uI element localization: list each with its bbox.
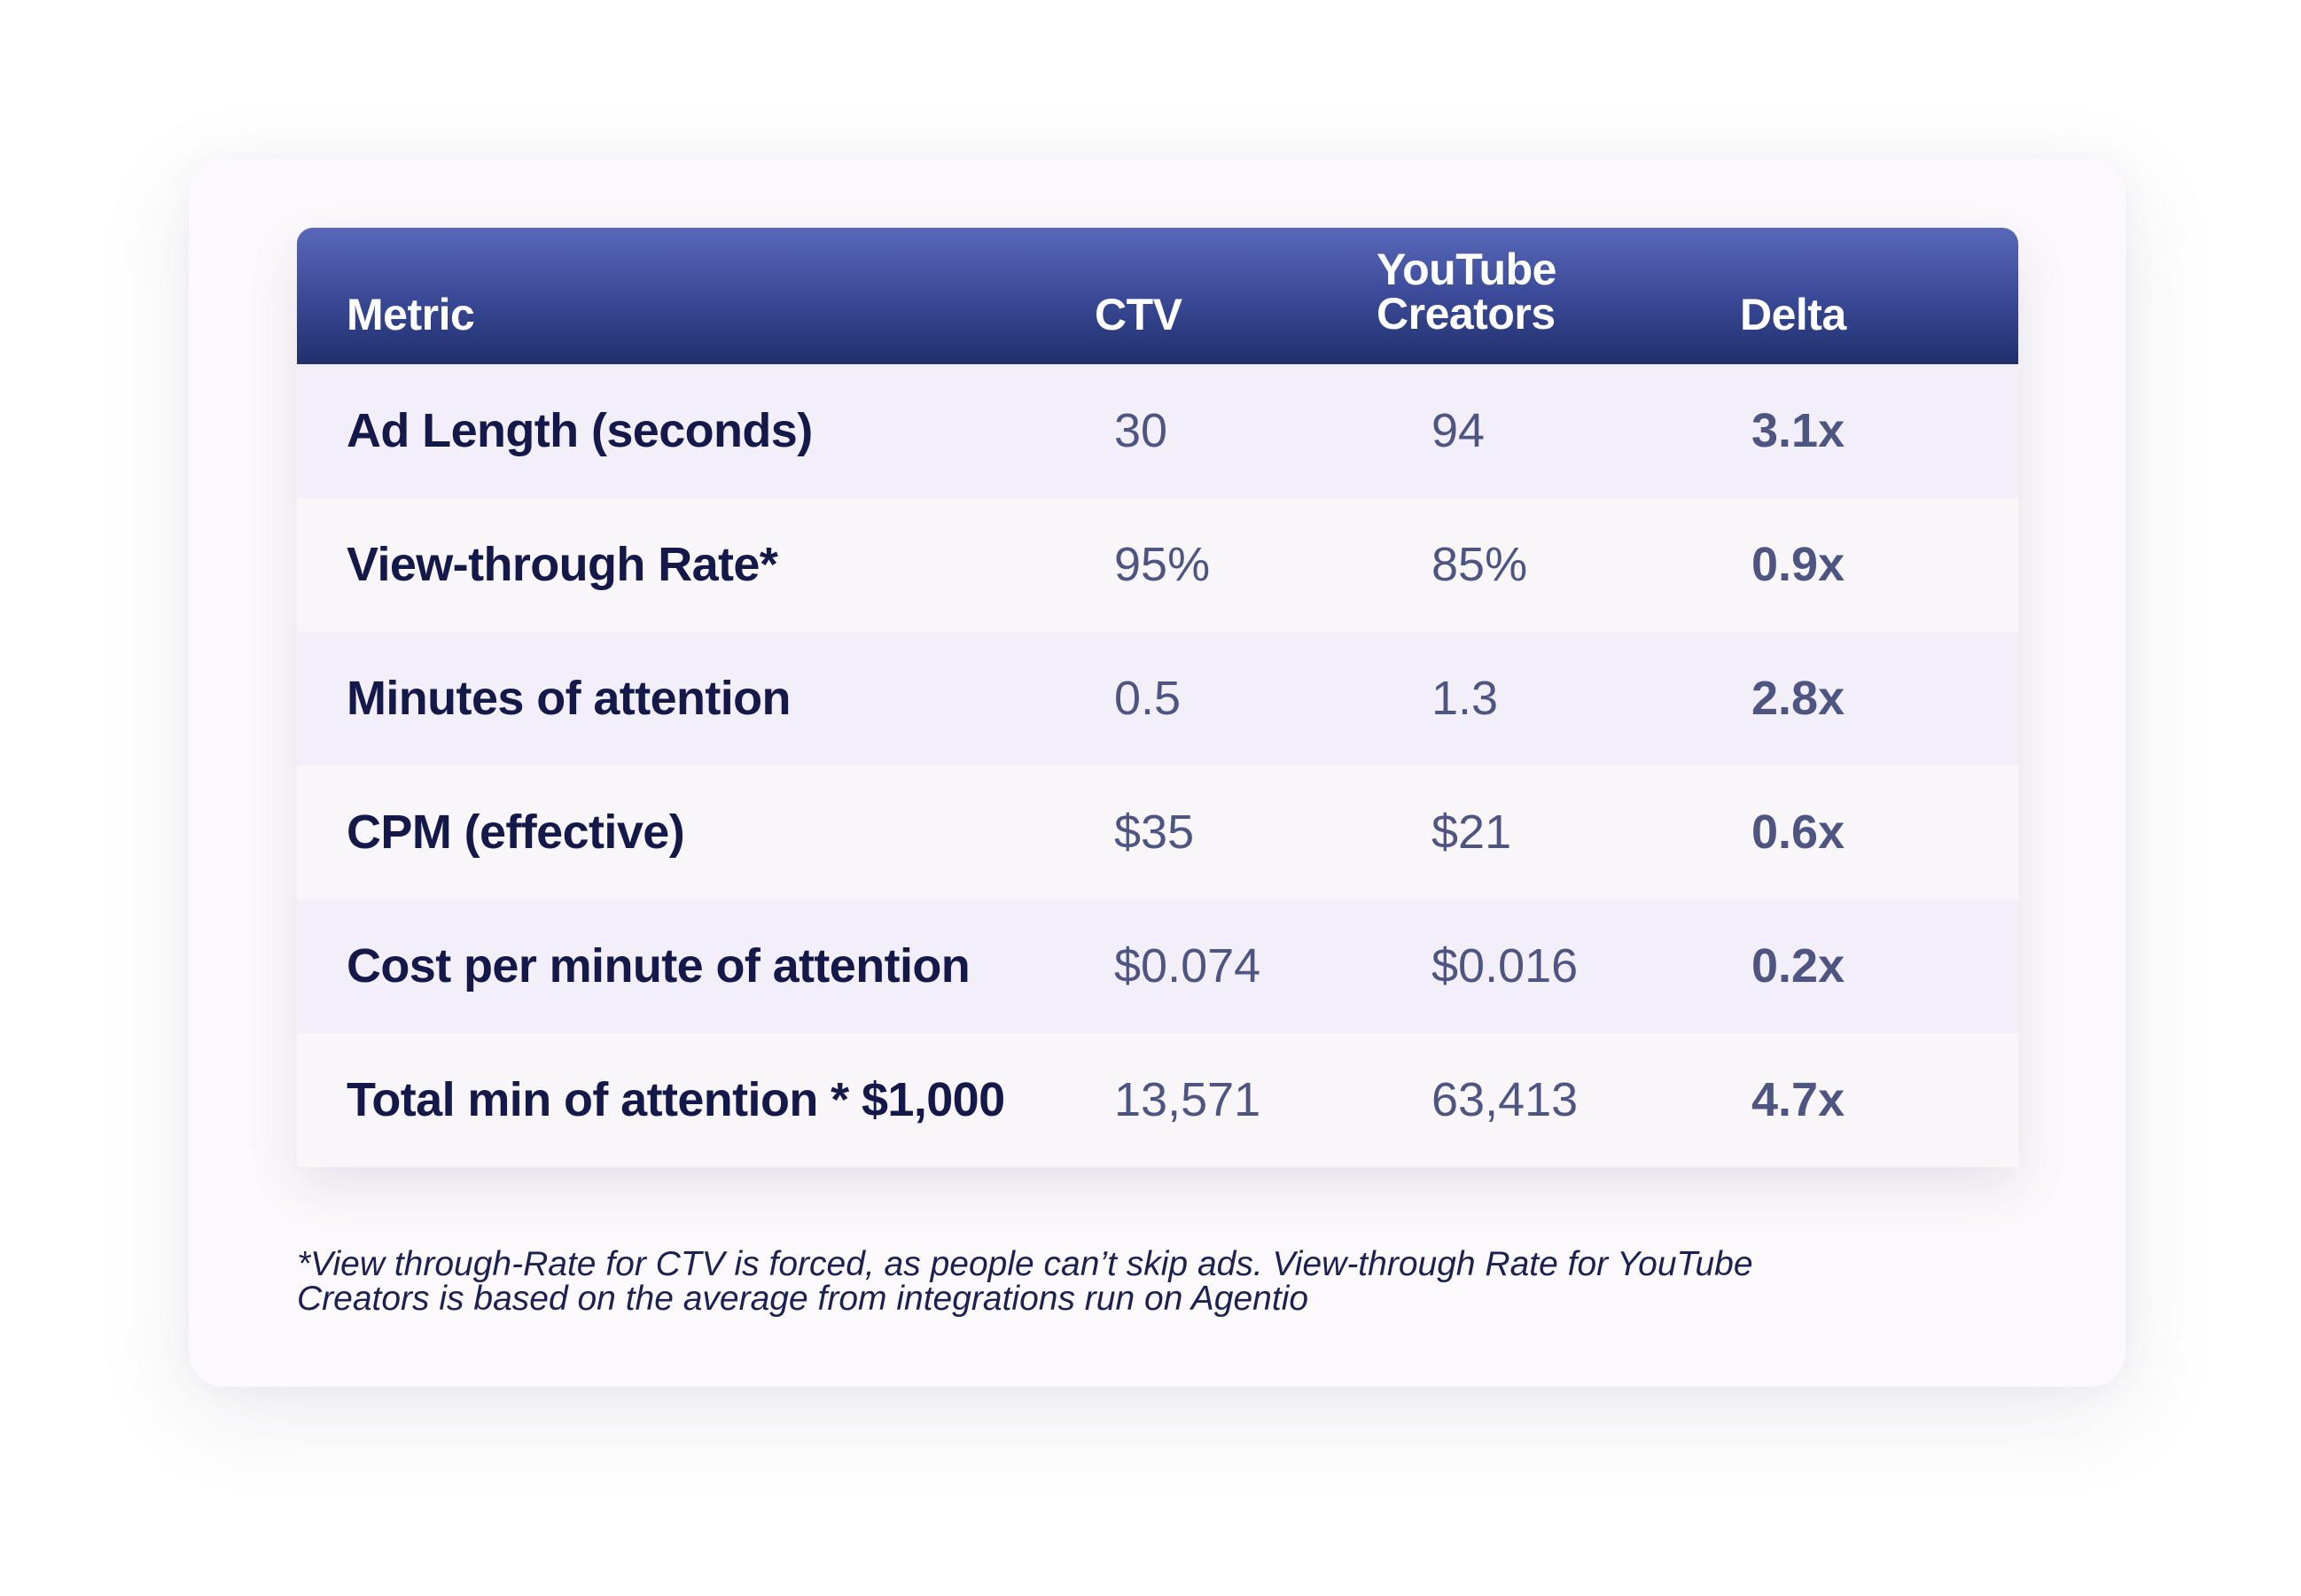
youtube-cell: 1.3 (1431, 672, 1499, 725)
table-row: Total min of attention * $1,000 13,571 6… (297, 1033, 2018, 1167)
table-card: Metric CTV YouTube Creators Delta Ad Len… (189, 160, 2126, 1387)
delta-cell: 0.6x (1751, 806, 1845, 859)
metric-cell: Cost per minute of attention (347, 939, 971, 993)
table-row: Minutes of attention 0.5 1.3 2.8x (297, 632, 2018, 766)
table-row: Cost per minute of attention $0.074 $0.0… (297, 899, 2018, 1033)
metric-cell: Minutes of attention (347, 672, 792, 725)
youtube-cell: $0.016 (1431, 939, 1579, 993)
header-metric: Metric (347, 290, 475, 339)
ctv-cell: $0.074 (1114, 939, 1261, 993)
ctv-cell: 95% (1114, 538, 1211, 591)
header-ctv: CTV (1095, 290, 1182, 339)
table-row: CPM (effective) $35 $21 0.6x (297, 766, 2018, 899)
delta-cell: 3.1x (1751, 404, 1845, 457)
table-row: View-through Rate* 95% 85% 0.9x (297, 498, 2018, 632)
youtube-cell: 63,413 (1431, 1073, 1579, 1126)
metric-cell: View-through Rate* (347, 538, 778, 591)
table-header: Metric CTV YouTube Creators Delta (297, 228, 2018, 364)
metric-cell: CPM (effective) (347, 806, 685, 859)
metric-cell: Total min of attention * $1,000 (347, 1073, 1005, 1126)
delta-cell: 0.9x (1751, 538, 1845, 591)
header-youtube-line2: Creators (1377, 289, 1556, 339)
table-row: Ad Length (seconds) 30 94 3.1x (297, 364, 2018, 498)
youtube-cell: 94 (1431, 404, 1486, 457)
ctv-cell: 0.5 (1114, 672, 1182, 725)
comparison-table: Metric CTV YouTube Creators Delta Ad Len… (297, 228, 2018, 1167)
footnote: *View through-Rate for CTV is forced, as… (297, 1247, 1981, 1316)
metric-cell: Ad Length (seconds) (347, 404, 813, 457)
header-delta: Delta (1740, 290, 1846, 339)
ctv-cell: 30 (1114, 404, 1168, 457)
header-youtube-line1: YouTube (1377, 245, 1556, 294)
footnote-line2: Creators is based on the average from in… (297, 1280, 1309, 1318)
ctv-cell: 13,571 (1114, 1073, 1261, 1126)
delta-cell: 2.8x (1751, 672, 1845, 725)
delta-cell: 4.7x (1751, 1073, 1845, 1126)
header-youtube-creators: YouTube Creators (1377, 247, 1607, 336)
youtube-cell: $21 (1431, 806, 1512, 859)
footnote-line1: *View through-Rate for CTV is forced, as… (297, 1245, 1753, 1283)
delta-cell: 0.2x (1751, 939, 1845, 993)
ctv-cell: $35 (1114, 806, 1195, 859)
youtube-cell: 85% (1431, 538, 1528, 591)
